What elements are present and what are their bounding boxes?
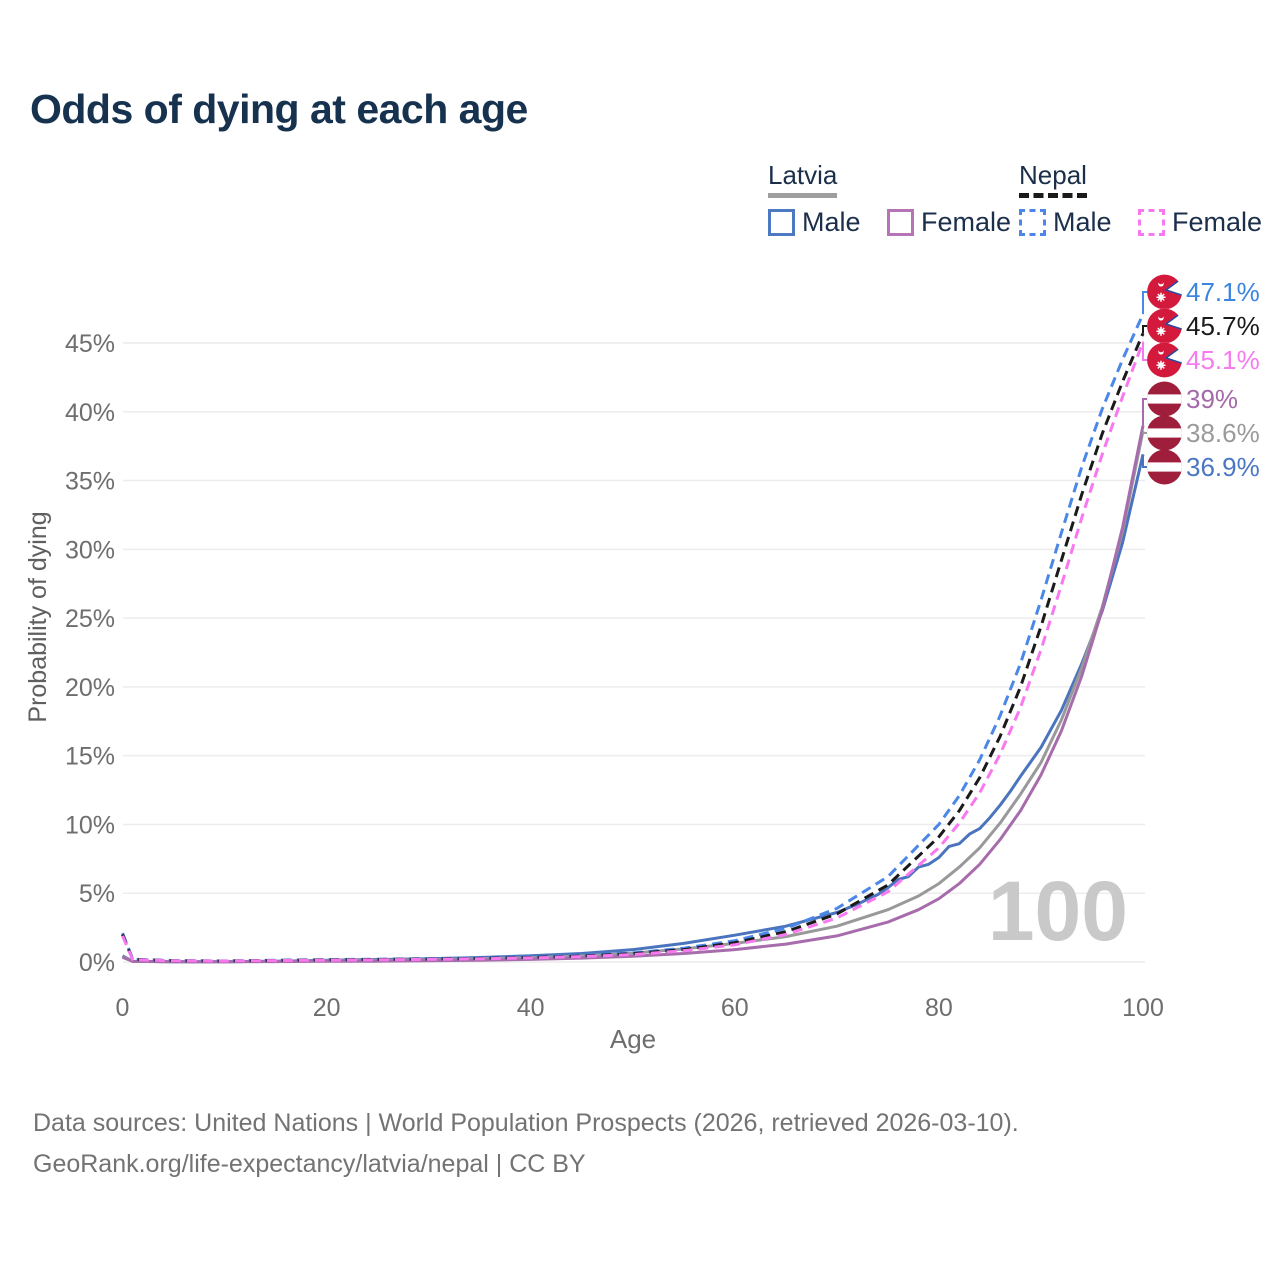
legend-item-label: Male xyxy=(1053,207,1112,237)
x-tick-label: 0 xyxy=(116,994,130,1022)
series-line-latvia-female xyxy=(121,425,1145,964)
nepal-female-swatch-icon xyxy=(1137,209,1165,236)
legend-country-nepal[interactable]: Nepal xyxy=(1019,160,1087,198)
x-tick-label: 20 xyxy=(313,994,341,1022)
y-tick-label: 25% xyxy=(65,605,115,633)
x-axis-title: Age xyxy=(610,1024,656,1054)
x-tick-label: 40 xyxy=(517,994,545,1022)
footer-attribution: GeoRank.org/life-expectancy/latvia/nepal… xyxy=(33,1150,586,1178)
nepal-flag-icon xyxy=(1147,274,1182,310)
end-value-label-latvia-female: 39% xyxy=(1186,384,1238,414)
end-value-label-latvia-male: 36.9% xyxy=(1186,452,1260,482)
legend-item-nepal-female[interactable]: Female xyxy=(1137,207,1263,238)
legend-item-label: Male xyxy=(802,207,861,237)
footer: Data sources: United Nations | World Pop… xyxy=(33,1103,1019,1185)
nepal-flag-icon xyxy=(1147,308,1182,344)
x-tick-label: 80 xyxy=(925,994,953,1022)
x-tick-label: 60 xyxy=(721,994,749,1022)
nepal-male-swatch-icon xyxy=(1019,209,1046,236)
series-lines xyxy=(121,313,1145,964)
axis-labels: 0% 5% 10% 15% 20% 25% 30% 35% 40% 45% 0 20 40 60 80 100… xyxy=(24,330,1164,1054)
legend-group-nepal: Nepal Male Female xyxy=(1019,160,1280,238)
footer-sources: Data sources: United Nations | World Pop… xyxy=(33,1109,1019,1137)
legend-item-label: Female xyxy=(920,207,1012,237)
y-tick-label: 45% xyxy=(65,330,115,358)
y-tick-label: 20% xyxy=(65,674,115,702)
age-counter-watermark: 100 xyxy=(988,864,1128,958)
series-line-nepal-female xyxy=(121,341,1145,963)
y-tick-label: 40% xyxy=(65,399,115,427)
legend-item-nepal-male[interactable]: Male xyxy=(1019,207,1112,238)
page-title: Odds of dying at each age xyxy=(30,86,528,132)
age-watermark: 100 xyxy=(988,864,1128,958)
y-axis-title: Probability of dying xyxy=(24,511,52,722)
legend-item-latvia-male[interactable]: Male xyxy=(768,207,861,238)
latvia-flag-icon xyxy=(1147,381,1182,417)
y-tick-label: 5% xyxy=(79,880,115,908)
legend-group-latvia: Latvia Male Female xyxy=(768,160,1033,238)
y-tick-label: 10% xyxy=(65,811,115,839)
end-value-label-latvia-total: 38.6% xyxy=(1186,418,1260,448)
end-labels: 47.1% 45.7% 45.1% 39% 38.6% 36.9% xyxy=(1142,274,1260,485)
legend-country-latvia[interactable]: Latvia xyxy=(768,160,838,198)
y-tick-label: 35% xyxy=(65,468,115,496)
legend-item-label: Female xyxy=(1171,207,1263,237)
nepal-flag-icon xyxy=(1147,342,1182,378)
latvia-female-swatch-icon xyxy=(886,209,914,236)
x-tick-label: 100 xyxy=(1122,994,1164,1022)
legend-item-latvia-female[interactable]: Female xyxy=(886,207,1012,238)
end-value-label-nepal-male: 47.1% xyxy=(1186,277,1260,307)
end-value-label-nepal-female: 45.1% xyxy=(1186,345,1260,375)
y-tick-label: 0% xyxy=(79,949,115,977)
latvia-flag-icon xyxy=(1147,449,1182,485)
y-tick-label: 15% xyxy=(65,743,115,771)
y-tick-label: 30% xyxy=(65,536,115,564)
end-value-label-nepal-total: 45.7% xyxy=(1186,311,1260,341)
latvia-male-swatch-icon xyxy=(768,209,795,236)
latvia-flag-icon xyxy=(1147,415,1182,451)
